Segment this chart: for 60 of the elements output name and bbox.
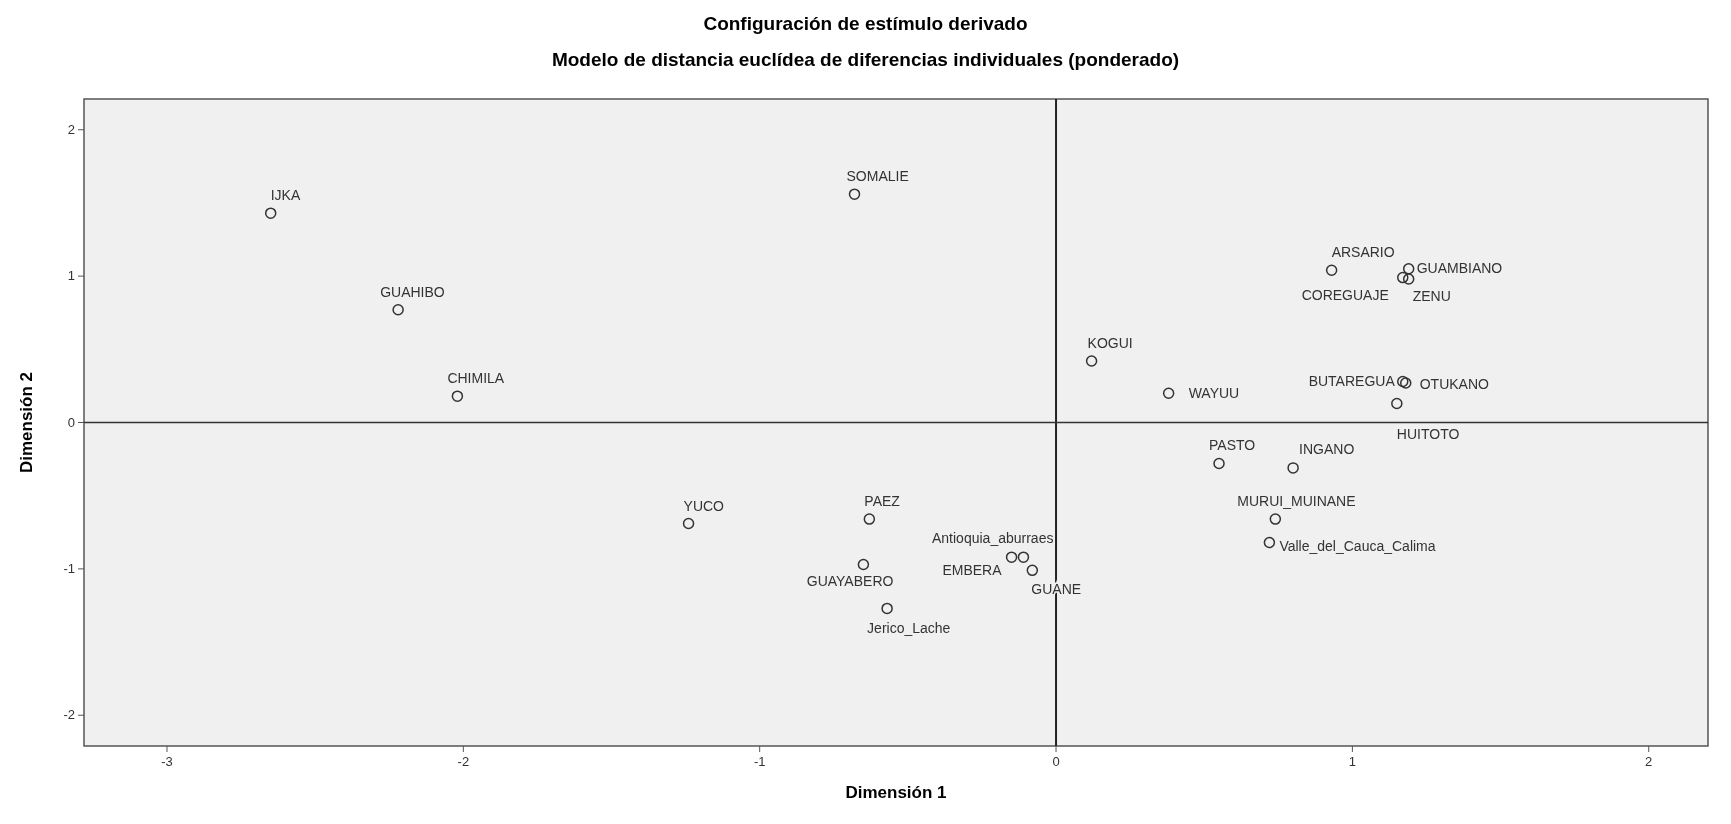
annotation: GUAMBIANO bbox=[1416, 259, 1503, 276]
annotation: HUITOTO bbox=[1396, 426, 1460, 443]
annotation: YUCO bbox=[683, 497, 725, 514]
x-tick-label: -1 bbox=[753, 754, 766, 769]
annotation: KOGUI bbox=[1087, 335, 1133, 352]
annotation: INGANO bbox=[1299, 440, 1355, 457]
y-tick-label: 2 bbox=[67, 121, 75, 137]
annotation: IJKA bbox=[270, 187, 301, 204]
point bbox=[1213, 457, 1225, 470]
annotation: SOMALIE bbox=[846, 168, 909, 185]
point bbox=[1391, 397, 1403, 410]
point bbox=[1325, 264, 1338, 277]
annotation: Valle_del_Cauca_Calima bbox=[1279, 537, 1436, 554]
x-tick-label: 0 bbox=[1052, 754, 1060, 769]
x-tick-label: -2 bbox=[457, 754, 470, 769]
point bbox=[451, 390, 464, 402]
annotation: ARSARIO bbox=[1331, 244, 1395, 261]
annotation: Antioquia_aburraes bbox=[932, 530, 1054, 547]
point bbox=[881, 602, 893, 615]
point bbox=[1402, 273, 1415, 285]
point bbox=[392, 304, 404, 316]
point bbox=[682, 517, 695, 530]
point bbox=[863, 513, 876, 525]
chart-title: Configuración de estímulo derivado bbox=[703, 13, 1028, 34]
x-tick-label: 1 bbox=[1348, 754, 1356, 769]
annotation: WAYUU bbox=[1188, 385, 1240, 402]
y-tick-label: -2 bbox=[63, 707, 75, 723]
x-tick-label: -3 bbox=[161, 754, 173, 769]
y-tick-label: 1 bbox=[67, 268, 75, 284]
annotation: EMBERA bbox=[942, 562, 1003, 579]
point bbox=[857, 558, 870, 571]
annotation: GUAYABERO bbox=[806, 573, 894, 590]
point bbox=[1269, 513, 1282, 525]
annotation: GUAHIBO bbox=[380, 283, 445, 300]
point bbox=[1026, 564, 1039, 577]
point bbox=[1005, 551, 1018, 563]
annotation: PASTO bbox=[1209, 437, 1256, 454]
y-tick-label: 0 bbox=[67, 414, 75, 430]
point bbox=[1263, 536, 1276, 549]
point bbox=[1397, 271, 1409, 284]
annotation: CHIMILA bbox=[447, 370, 505, 387]
annotation: BUTAREGUA bbox=[1308, 372, 1396, 389]
annotation: ZENU bbox=[1412, 288, 1451, 305]
annotation: PAEZ bbox=[864, 493, 901, 510]
point bbox=[1162, 387, 1175, 399]
x-tick-label: 2 bbox=[1645, 754, 1653, 769]
point bbox=[1402, 263, 1415, 275]
chart-subtitle: Modelo de distancia euclídea de diferencias individuales (ponderado) bbox=[551, 49, 1180, 70]
annotation: MURUI_MUINANE bbox=[1237, 493, 1356, 510]
annotation: OTUKANO bbox=[1419, 375, 1490, 392]
annotation: Jerico_Lache bbox=[867, 620, 951, 637]
point bbox=[848, 188, 861, 200]
y-axis-title: Dimensión 2 bbox=[17, 371, 36, 474]
point bbox=[1017, 551, 1030, 563]
point bbox=[1287, 462, 1299, 474]
x-axis-title: Dimensión 1 bbox=[845, 783, 947, 802]
annotation: COREGUAJE bbox=[1301, 286, 1389, 303]
point bbox=[264, 207, 277, 219]
point bbox=[1085, 355, 1098, 367]
y-tick-label: -1 bbox=[63, 560, 75, 576]
